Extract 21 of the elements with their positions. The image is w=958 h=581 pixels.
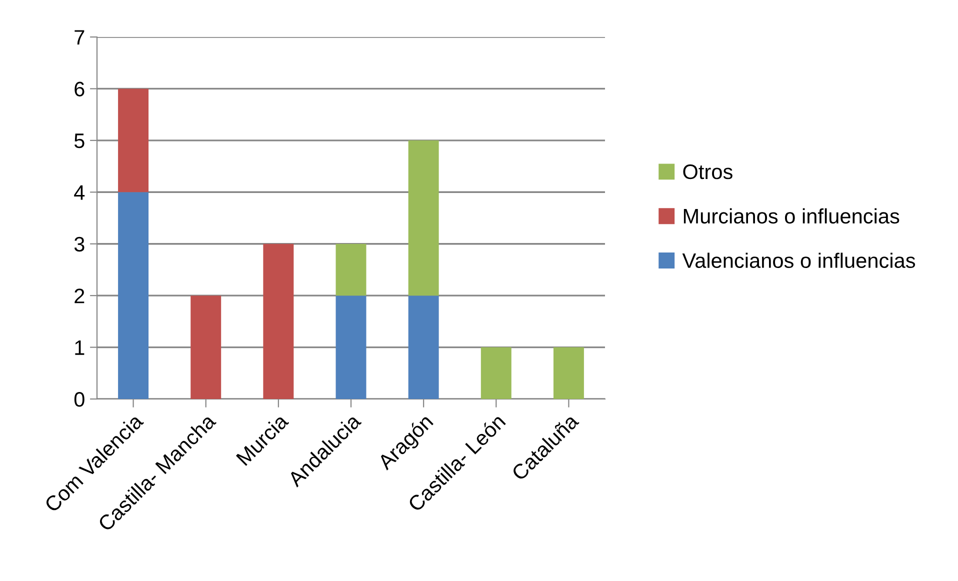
bar	[480, 347, 512, 399]
bar	[336, 244, 366, 296]
bar	[118, 88, 149, 192]
y-tick-label: 0	[74, 392, 84, 407]
y-tick-label: 5	[74, 134, 84, 148]
legend-label: Otros	[683, 164, 732, 180]
legend-label: Valencianos o influencias	[682, 252, 916, 268]
y-tick-label: 6	[74, 82, 84, 96]
legend-label: Murcianos o influencias	[684, 208, 900, 224]
bar	[553, 347, 584, 399]
bar	[408, 140, 439, 296]
y-tick-label: 1	[75, 340, 84, 355]
y-tick-label: 4	[74, 185, 85, 200]
bar	[408, 296, 439, 399]
bar	[190, 296, 222, 399]
y-tick-label: 2	[74, 288, 84, 304]
y-tick-label: 3	[74, 236, 84, 252]
bar	[336, 296, 366, 399]
bar	[118, 192, 149, 399]
bar	[263, 244, 294, 399]
y-tick-label: 7	[74, 30, 84, 45]
